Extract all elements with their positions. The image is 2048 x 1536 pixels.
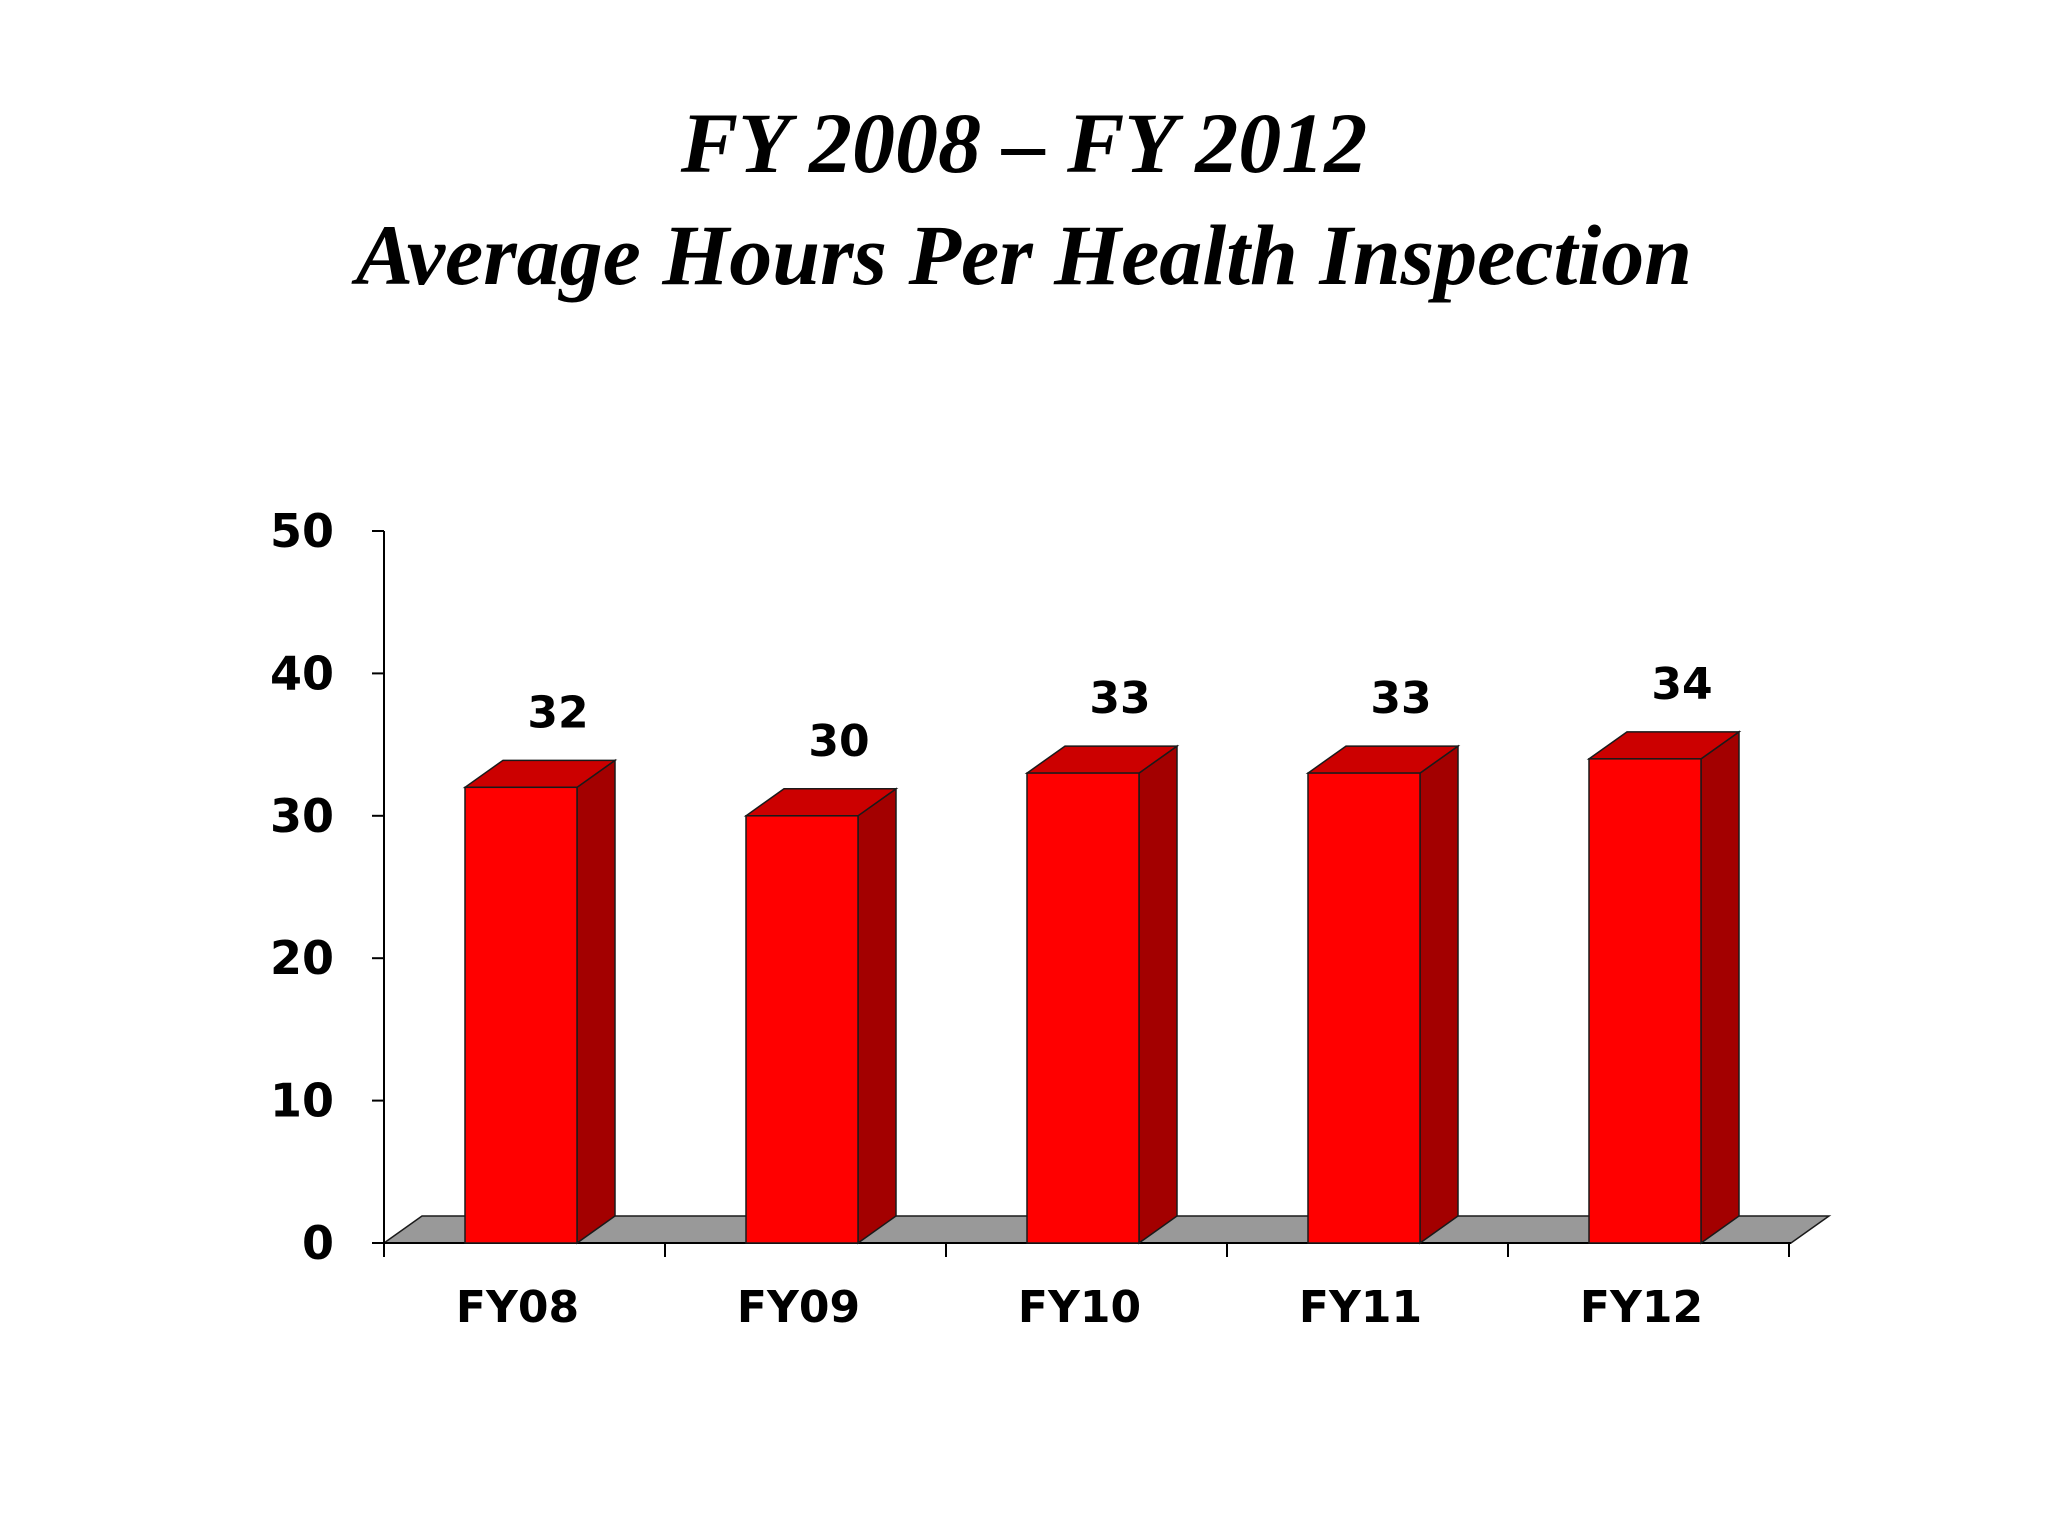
bar-side: [1419, 744, 1459, 1245]
bar-side: [1138, 744, 1178, 1245]
data-labels: 32 30 33 33 34: [527, 659, 1712, 767]
bar-side: [576, 758, 616, 1245]
y-tick-label: 20: [270, 931, 334, 985]
x-tick-label: FY12: [1580, 1282, 1703, 1333]
y-tick-label: 10: [270, 1074, 334, 1128]
data-label: 33: [1089, 673, 1150, 724]
x-tick-label: FY11: [1299, 1282, 1422, 1333]
bar-front: [1588, 758, 1702, 1244]
bar: [462, 758, 618, 1245]
bar: [1586, 730, 1742, 1245]
chart-title-line-2: Average Hours Per Health Inspection: [355, 207, 1693, 303]
x-axis-labels: FY08 FY09 FY10 FY11 FY12: [456, 1282, 1703, 1333]
bar-side: [857, 787, 897, 1245]
data-label: 34: [1651, 659, 1712, 710]
x-tick-label: FY08: [456, 1282, 579, 1333]
data-label: 33: [1370, 673, 1431, 724]
bar: [1305, 744, 1461, 1245]
data-label: 30: [808, 716, 869, 767]
bar-front: [745, 815, 859, 1244]
bar-front: [464, 786, 578, 1244]
bar: [1024, 744, 1180, 1245]
y-tick-label: 40: [270, 646, 334, 700]
y-tick-label: 30: [270, 789, 334, 843]
bar-side: [1700, 730, 1740, 1245]
bar-series: [462, 730, 1742, 1245]
y-tick-label: 50: [270, 504, 334, 558]
data-label: 32: [527, 687, 588, 738]
bar: [743, 787, 899, 1245]
bar-front: [1307, 772, 1421, 1244]
y-tick-label: 0: [302, 1216, 334, 1270]
x-tick-label: FY10: [1018, 1282, 1141, 1333]
chart-title-line-1: FY 2008 – FY 2012: [680, 95, 1368, 191]
x-tick-label: FY09: [737, 1282, 860, 1333]
bar-front: [1026, 772, 1140, 1244]
